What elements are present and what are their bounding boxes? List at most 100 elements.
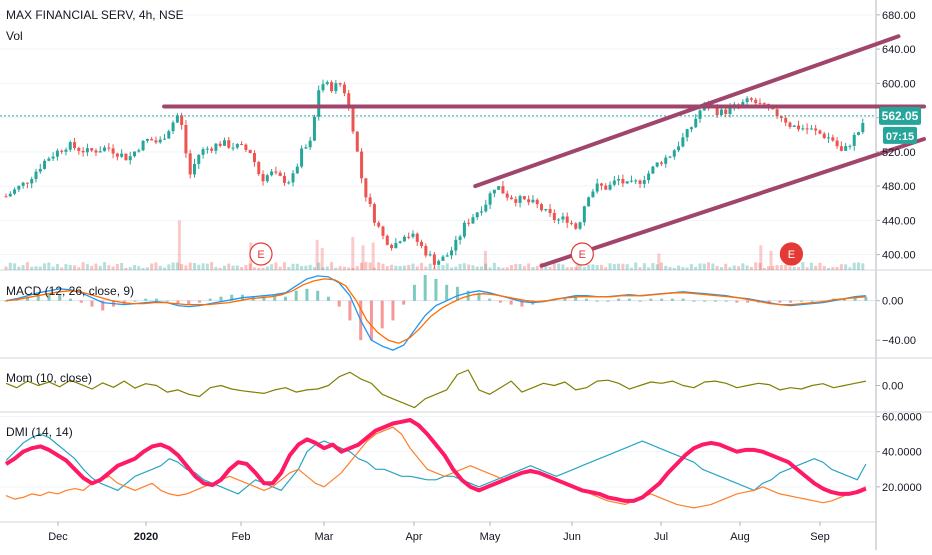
earnings-marker [249,242,273,266]
volume-bar [578,265,582,270]
candle-body [450,250,454,256]
volume-bar [831,267,835,270]
candle-body [338,83,342,85]
macd-histogram-bar [380,300,384,329]
macd-histogram-bar [434,278,438,301]
candle-body [548,208,552,214]
volume-bar [514,263,518,270]
volume-bar [248,263,252,270]
candle-body [698,110,702,119]
volume-bar [861,263,865,270]
candle-body [565,216,569,223]
candle-body [415,233,419,242]
volume-bar [779,265,783,270]
volume-bar [719,267,723,270]
volume-bar [167,264,171,270]
macd-histogram-bar [101,300,105,311]
macd-histogram-bar [262,296,266,301]
candle-body [587,197,591,207]
candle-body [150,139,154,141]
volume-bar [368,262,372,270]
volume-label[interactable]: Vol [6,29,23,43]
candle-body [64,149,68,152]
macd-histogram-bar [36,294,40,301]
candle-body [235,144,239,148]
candle-body [295,166,299,174]
candle-body [85,148,89,153]
volume-bar [128,267,132,270]
candle-body [728,106,732,114]
macd-histogram-bar [681,298,685,301]
candle-body [677,146,681,151]
candle-body [420,241,424,246]
price-axis-tick-label: 680.00 [882,10,916,22]
dmi-axis-tick-label: 60.0000 [882,412,922,424]
macd-histogram-bar [176,300,180,305]
volume-bar [17,266,21,270]
candle-body [248,149,252,154]
volume-bar [480,266,484,270]
volume-bar [137,266,141,270]
macd-histogram-bar [197,300,201,303]
candle-body [432,254,436,265]
time-axis-ticks[interactable]: Dec 2020 Feb Mar Apr May Jun Jul Aug Sep [48,522,830,543]
candle-body [360,151,364,179]
volume-bar [458,263,462,270]
macd-histogram-bar [337,300,341,307]
volume-bar [642,263,646,270]
macd-histogram-bar [574,296,578,301]
symbol-title[interactable]: MAX FINANCIAL SERV, 4h, NSE [6,8,184,22]
countdown-tag: 07:15 [883,126,917,144]
candle-body [552,213,556,221]
candle-body [141,140,145,151]
macd-title[interactable]: MACD (12, 26, close, 9) [6,284,134,298]
macd-signal-line [5,278,866,344]
candle-body [595,183,599,192]
volume-bar [621,263,625,270]
price-axis-tick-label: 640.00 [882,44,916,56]
candle-body [741,101,745,105]
volume-bar [411,263,415,270]
candle-body [25,182,29,184]
momentum-title[interactable]: Mom (10, close) [6,371,92,385]
volume-bar [278,266,282,270]
volume-bar [737,266,741,270]
candle-body [21,182,25,186]
volume-bar [184,265,188,270]
candle-body [90,148,94,151]
dmi-title[interactable]: DMI (14, 14) [6,425,73,439]
macd-histogram-bar [208,298,212,301]
volume-bar [557,263,561,270]
candle-body [282,175,286,183]
volume-bar [634,262,638,270]
trendlines[interactable] [162,34,926,268]
volume-bar [844,264,848,270]
candle-body [394,242,398,249]
candle-body [252,153,256,163]
volume-bar [574,267,578,270]
volume-bar [390,264,394,270]
candle-body [218,143,222,146]
volume-bar [300,265,304,270]
macd-axis-tick-label: 0.00 [882,296,903,308]
macd-histogram-bar [789,300,793,303]
candle-body [184,125,188,154]
candle-body [227,140,231,148]
volume-bar [694,266,698,270]
volume-bar [240,267,244,270]
volume-bar [625,264,629,270]
candle-body [621,179,625,184]
candle-body [467,222,471,224]
candle-body [163,138,167,140]
trendline [473,34,901,189]
volume-bar [441,265,445,270]
volume-bar [351,267,355,270]
candle-body [137,150,141,152]
price-axis-ticks[interactable]: 400.00440.00480.00520.00560.00600.00640.… [876,10,922,494]
candle-body [535,199,539,205]
candle-body [827,137,831,139]
volume-spike-bar [759,245,763,270]
volume-bar [304,265,308,270]
